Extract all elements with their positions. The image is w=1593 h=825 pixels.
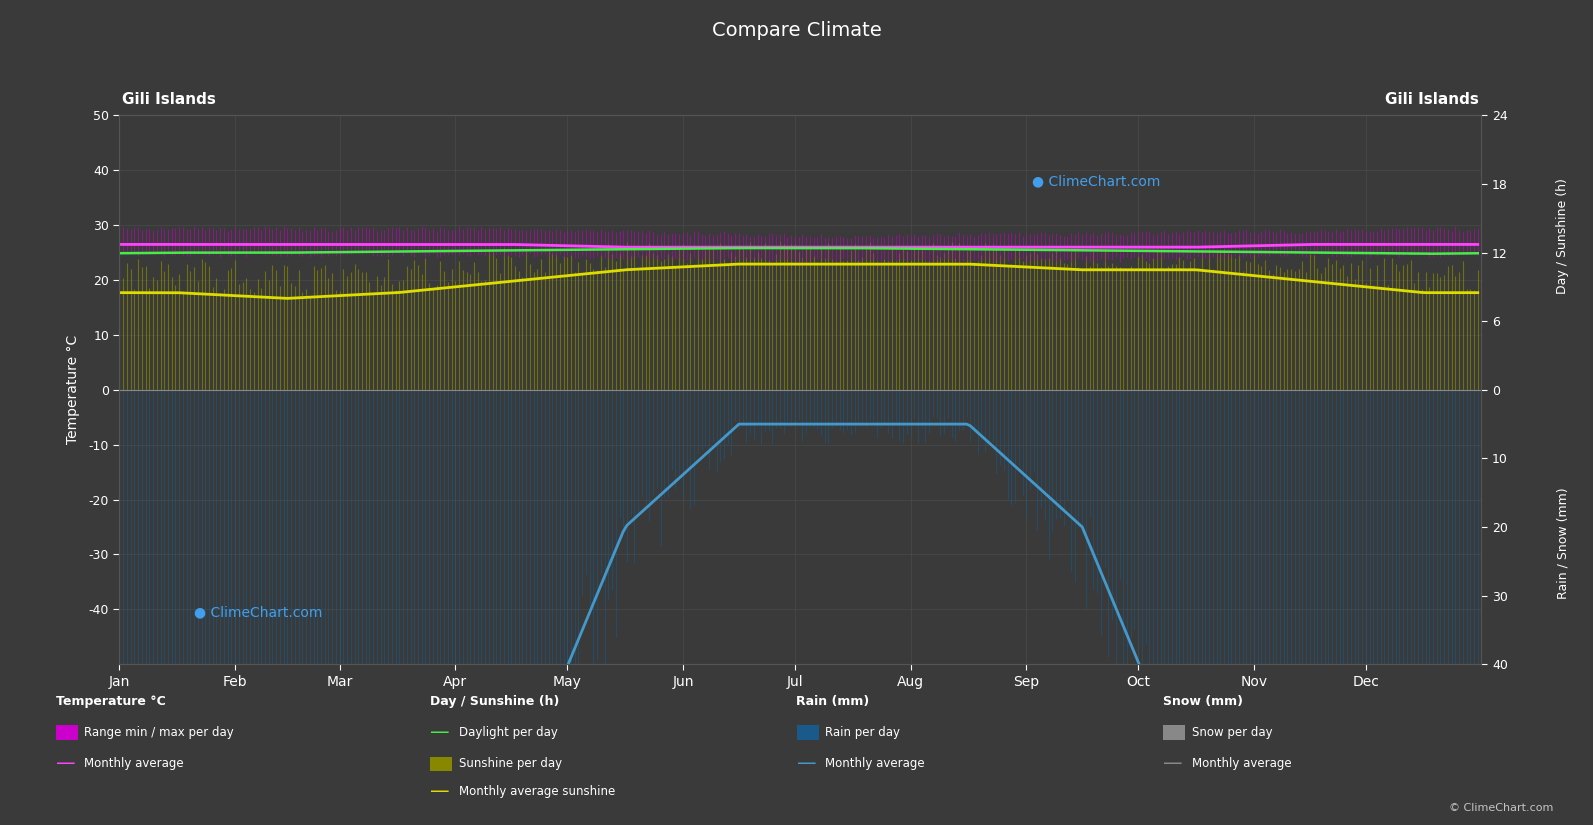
Text: Monthly average: Monthly average xyxy=(825,757,926,771)
Text: Compare Climate: Compare Climate xyxy=(712,21,881,40)
Text: Rain (mm): Rain (mm) xyxy=(796,695,870,708)
Text: Daylight per day: Daylight per day xyxy=(459,726,558,739)
Text: Day / Sunshine (h): Day / Sunshine (h) xyxy=(1556,178,1569,295)
Text: Monthly average sunshine: Monthly average sunshine xyxy=(459,785,615,799)
Text: Gili Islands: Gili Islands xyxy=(1384,92,1478,107)
Text: Range min / max per day: Range min / max per day xyxy=(84,726,234,739)
Text: —: — xyxy=(430,723,449,743)
Text: Temperature °C: Temperature °C xyxy=(56,695,166,708)
Text: ● ClimeChart.com: ● ClimeChart.com xyxy=(194,605,323,619)
Text: —: — xyxy=(796,754,816,774)
Text: Gili Islands: Gili Islands xyxy=(123,92,217,107)
Text: Rain per day: Rain per day xyxy=(825,726,900,739)
Text: Monthly average: Monthly average xyxy=(84,757,185,771)
Text: Sunshine per day: Sunshine per day xyxy=(459,757,562,771)
Text: Monthly average: Monthly average xyxy=(1192,757,1292,771)
Text: —: — xyxy=(56,754,75,774)
Text: Snow per day: Snow per day xyxy=(1192,726,1273,739)
Text: Snow (mm): Snow (mm) xyxy=(1163,695,1243,708)
Text: Day / Sunshine (h): Day / Sunshine (h) xyxy=(430,695,559,708)
Text: ● ClimeChart.com: ● ClimeChart.com xyxy=(1032,174,1160,188)
Text: —: — xyxy=(430,782,449,802)
Text: © ClimeChart.com: © ClimeChart.com xyxy=(1448,803,1553,813)
Text: Rain / Snow (mm): Rain / Snow (mm) xyxy=(1556,488,1569,599)
Text: —: — xyxy=(1163,754,1182,774)
Y-axis label: Temperature °C: Temperature °C xyxy=(67,335,80,445)
